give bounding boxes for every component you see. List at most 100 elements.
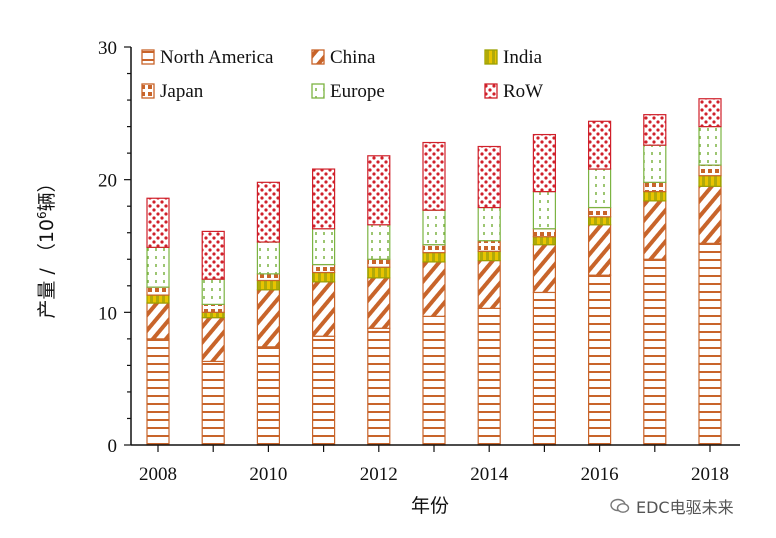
legend-label-north-america: North America [160,47,274,68]
bar-2014-north-america [477,307,501,446]
bar-2014-europe [477,206,501,242]
axes-group: 0 10 20 30 2008 2010 2012 2014 2016 2018 [98,38,740,485]
legend-swatch-india [484,49,498,65]
bar-2017-china [643,200,667,260]
y-tick-label-30: 30 [98,38,117,59]
legend-label-china: China [330,47,376,68]
bar-2011-india [312,271,336,283]
bar-2008-europe [146,246,170,288]
y-axis-title: 产量 / （106辆） [35,173,58,318]
bar-2016-north-america [587,274,612,446]
bars-group [146,98,722,446]
x-axis-title: 年份 [411,495,449,517]
x-tick-label-2016: 2016 [581,464,619,485]
x-tick-label-2014: 2014 [470,464,509,485]
bar-2012-china [367,277,391,329]
x-tick-label-2008: 2008 [139,464,177,485]
bar-2013-india [422,252,446,263]
bar-2010-china [256,289,280,348]
bar-2015-china [532,244,557,294]
legend: North America China India Japan Europe RoW [141,47,543,102]
x-tick-label-2010: 2010 [249,464,287,485]
bar-2009-north-america [201,360,225,446]
bar-2016-china [587,224,612,276]
bar-2010-row [256,181,280,243]
bar-2013-europe [422,209,446,246]
bar-2010-north-america [256,346,280,446]
y-tick-label-10: 10 [98,303,117,324]
bar-2016-row [587,120,612,170]
y-axis-title-prefix: 产量 / （10 [36,219,58,319]
bar-2016-india [587,216,612,226]
bar-2018-row [698,98,722,128]
bar-2008-india [146,294,170,304]
bar-2013-north-america [422,315,446,446]
bar-2018-north-america [698,242,722,446]
legend-label-europe: Europe [330,81,385,102]
bar-2014-row [477,145,501,209]
bar-2014-india [477,250,501,262]
bar-2009-row [201,230,225,280]
y-tick-label-20: 20 [98,171,117,192]
bar-2017-row [643,114,667,146]
bar-2014-china [477,259,501,309]
bar-2013-china [422,261,446,317]
x-tick-label-2018: 2018 [691,464,729,485]
bar-2012-row [367,155,391,226]
bar-2010-europe [256,241,280,275]
bar-2012-india [367,266,391,279]
bar-2011-row [312,168,336,230]
y-tick-label-0: 0 [108,436,118,457]
bar-2011-japan [312,263,336,274]
bar-2018-europe [698,125,722,166]
bar-2011-europe [312,228,336,266]
bar-2012-north-america [367,327,391,446]
legend-label-japan: Japan [160,81,204,102]
legend-swatch-china [311,49,325,65]
bar-2008-north-america [146,338,170,446]
bar-2009-japan [201,303,225,313]
bar-2012-europe [367,224,391,260]
bar-2011-north-america [312,335,336,446]
bar-2016-japan [587,206,612,218]
bar-2012-japan [367,258,391,268]
bar-2017-europe [643,144,667,183]
legend-swatch-north-america [141,49,155,65]
watermark-text: EDC电驱未来 [636,498,734,517]
bar-2009-china [201,317,225,363]
bar-2013-japan [422,244,446,254]
bar-2014-japan [477,240,501,252]
legend-swatch-europe [311,83,325,99]
legend-label-india: India [503,47,543,68]
bar-2015-row [532,133,557,193]
bar-2011-china [312,281,336,337]
y-axis-title-sup: 6 [35,211,49,219]
bar-2015-india [532,236,557,246]
legend-swatch-japan [141,83,155,99]
bar-2015-japan [532,228,557,238]
bar-2018-india [698,175,722,187]
x-tick-label-2012: 2012 [360,464,398,485]
wechat-icon [610,498,630,513]
bar-2010-japan [256,273,280,282]
bar-2017-north-america [643,258,667,446]
legend-label-row: RoW [503,81,543,102]
bar-2018-china [698,185,722,244]
bar-2015-europe [532,191,557,230]
bar-2018-japan [698,164,722,177]
bar-2009-europe [201,278,225,305]
bar-2010-india [256,279,280,291]
legend-swatch-row [484,83,498,99]
bar-2017-india [643,191,667,202]
bar-2016-europe [587,168,612,209]
watermark: EDC电驱未来 [610,494,734,518]
bar-2013-row [422,141,446,211]
bar-2015-north-america [532,291,557,446]
bar-2008-row [146,197,170,248]
bar-2009-india [201,311,225,319]
bar-2008-china [146,302,170,340]
y-axis-title-suffix: 辆） [36,173,58,211]
bar-2008-japan [146,286,170,296]
bar-2017-japan [643,181,667,193]
